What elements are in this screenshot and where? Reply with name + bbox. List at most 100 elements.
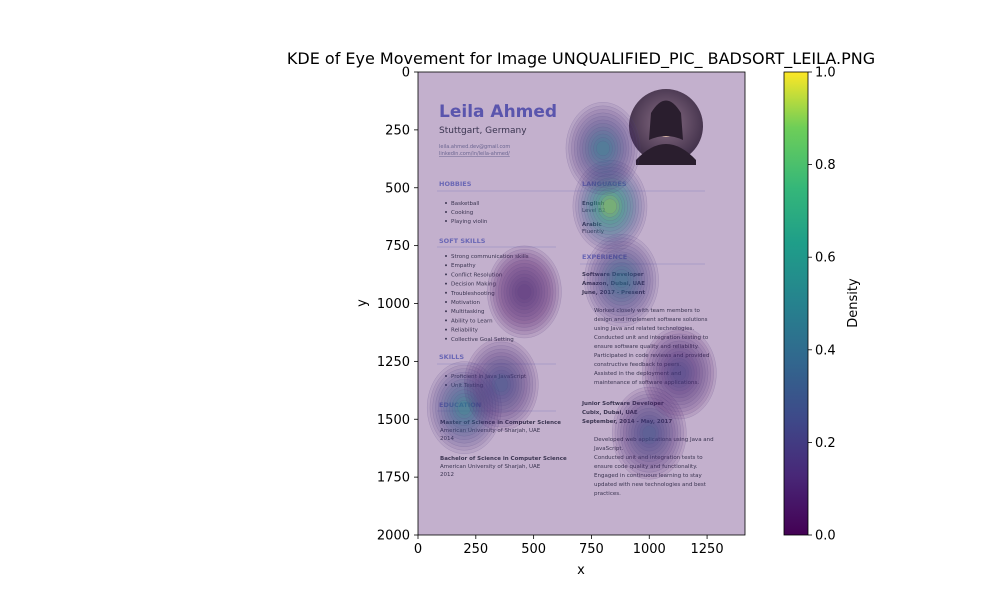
job-bullet-line: updated with new technologies and best (594, 482, 707, 488)
bullet-dot (445, 264, 447, 267)
soft-skill-item: Empathy (451, 263, 476, 269)
education-school: American University of Sharjah, UAE (440, 464, 541, 470)
x-tick-label: 1000 (633, 542, 666, 557)
job-bullet-line: ensure code quality and functionality. (594, 464, 698, 470)
x-tick-label: 750 (579, 542, 604, 557)
hobbies-list: Basketball Cooking Playing violin (445, 201, 488, 225)
soft-skill-item: Decision Making (451, 282, 496, 288)
job-title: Software Developer (582, 272, 644, 278)
kde-peak (584, 234, 659, 327)
y-tick-label: 500 (385, 181, 410, 196)
language-level: Level B2 (582, 208, 606, 214)
photo (629, 89, 703, 165)
kde-peak (426, 361, 502, 454)
bullet-dot (445, 337, 447, 340)
hobby-item: Cooking (451, 210, 473, 216)
colorbar-axis: 0.0 0.2 0.4 0.6 0.8 1.0 (808, 66, 836, 544)
bullet-dot (445, 220, 447, 222)
x-tick-label: 500 (521, 542, 546, 557)
soft-skill-item: Collective Goal Setting (451, 337, 514, 343)
education-year: 2012 (440, 472, 454, 478)
colorbar (783, 71, 809, 536)
soft-skills-list: Strong communication skills Empathy Confli… (445, 254, 529, 343)
hobby-item: Basketball (451, 201, 480, 207)
y-tick-label: 1500 (377, 413, 410, 428)
resume-linkedin: linkedin.com/in/leila-ahmed/ (439, 151, 510, 157)
bullet-dot (445, 301, 447, 303)
kde-peak (463, 338, 539, 431)
experience-list: Software Developer Amazon, Dubai, UAE June… (581, 272, 714, 497)
job-bullet-line: practices. (594, 491, 621, 497)
experience-heading: EXPERIENCE (582, 253, 627, 261)
bullet-dot (445, 273, 447, 276)
bullet-dot (445, 211, 447, 213)
bullet-dot (445, 328, 447, 331)
job-company: Amazon, Dubai, UAE (582, 281, 645, 287)
kde-peak (487, 245, 562, 339)
colorbar-label: Density (846, 278, 861, 328)
kde-peak (565, 102, 641, 195)
soft-skill-item: Reliability (451, 328, 479, 334)
job-bullet-line: maintenance of software applications. (594, 380, 699, 386)
bullet-dot (445, 202, 447, 204)
education-heading: EDUCATION (439, 401, 481, 409)
hobbies-heading: HOBBIES (439, 180, 472, 188)
skills-list: Proficient in Java JavaScript Unit Testin… (445, 374, 527, 389)
kde-overlay (426, 102, 717, 480)
x-axis: 0 250 500 750 1000 1250 (414, 535, 724, 557)
job-bullet-line: Participated in code reviews and provide… (594, 353, 709, 359)
y-tick-label: 1750 (377, 471, 410, 486)
language-name: Arabic (582, 222, 602, 228)
y-tick-label: 0 (402, 66, 410, 81)
colorbar-tick-label: 1.0 (815, 66, 836, 81)
colorbar-tick-label: 0.6 (815, 251, 836, 266)
language-level: Fluently (582, 229, 605, 235)
education-list: Master of Science in Computer Science Ame… (440, 420, 567, 478)
chart-title: KDE of Eye Movement for Image UNQUALIFIE… (287, 49, 875, 69)
job-dates: September, 2014 - May, 2017 (582, 419, 672, 425)
job-bullet-line: Developed web applications using Java an… (594, 437, 714, 443)
x-tick-label: 1250 (691, 542, 724, 557)
soft-skill-item: Conflict Resolution (451, 272, 503, 278)
colorbar-tick-label: 0.8 (815, 158, 836, 173)
job-bullet-line: Conducted unit and integration testing t… (594, 335, 709, 341)
job-bullet-line: Worked closely with team members to (594, 308, 700, 314)
resume-location: Stuttgart, Germany (439, 126, 527, 136)
colorbar-tick-label: 0.2 (815, 436, 836, 451)
hobby-item: Playing violin (451, 219, 488, 225)
x-tick-label: 250 (463, 542, 488, 557)
bullet-dot (445, 282, 447, 285)
soft-skill-item: Multitasking (451, 309, 485, 315)
soft-skill-item: Troubleshooting (450, 291, 495, 297)
y-axis-label: y (355, 299, 370, 307)
y-tick-label: 750 (385, 239, 410, 254)
skills-heading: SKILLS (439, 353, 464, 361)
education-year: 2014 (440, 436, 454, 442)
language-name: English (582, 201, 605, 207)
job-bullet-line: using Java and related technologies. (594, 326, 694, 332)
y-tick-label: 1000 (377, 297, 410, 312)
bullet-dot (445, 291, 447, 294)
job-bullet-line: Conducted unit and integration tests to (594, 455, 703, 461)
job-dates: June, 2017 - Present (581, 290, 645, 296)
bullet-dot (445, 319, 447, 322)
resume-image: Leila Ahmed Stuttgart, Germany leila.ahm… (437, 89, 714, 497)
soft-skill-item: Motivation (451, 300, 480, 306)
bullet-dot (445, 384, 447, 386)
colorbar-tick-label: 0.0 (815, 529, 836, 544)
x-axis-label: x (577, 563, 585, 578)
y-tick-label: 250 (385, 123, 410, 138)
bullet-dot (445, 255, 447, 257)
kde-peak (642, 326, 717, 420)
y-tick-label: 1250 (377, 355, 410, 370)
job-bullet-line: Engaged in continuous learning to stay (594, 473, 703, 479)
languages-heading: LANGUAGES (582, 180, 627, 188)
job-bullet-line: ensure software quality and reliability. (594, 344, 699, 350)
colorbar-tick-label: 0.4 (815, 343, 836, 358)
resume-email: leila.ahmed.dev@gmail.com (439, 144, 510, 150)
job-company: Cubix, Dubai, UAE (582, 410, 638, 416)
kde-peak (572, 159, 648, 253)
